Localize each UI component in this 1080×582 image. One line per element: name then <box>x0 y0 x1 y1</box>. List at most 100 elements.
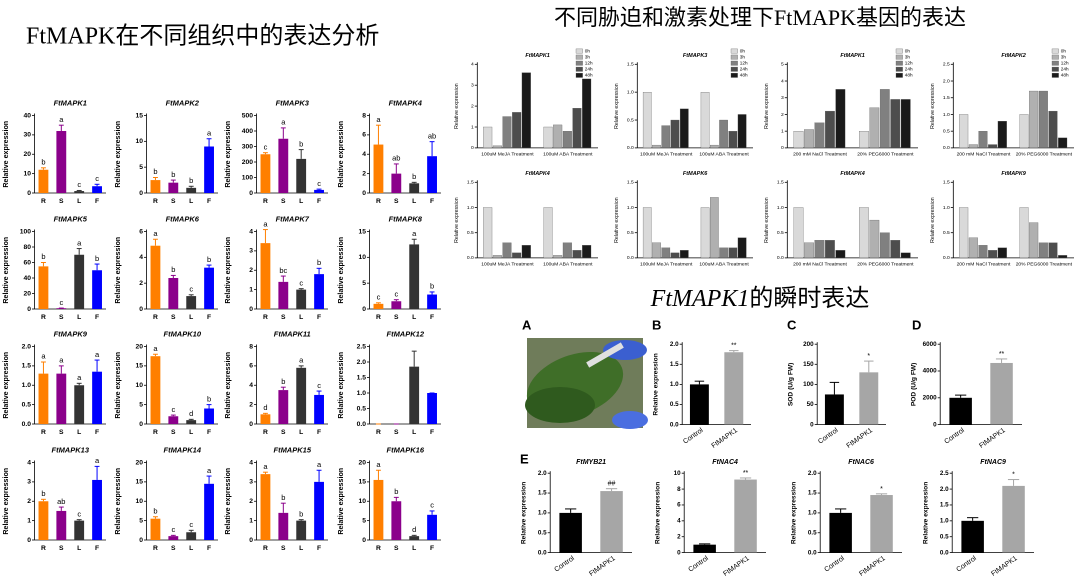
y-axis-label: Relative expression <box>614 197 620 243</box>
legend-swatch <box>730 54 738 60</box>
x-tick-label: R <box>376 314 381 321</box>
heading-rest: 的瞬时表达 <box>749 285 869 312</box>
bar <box>74 191 85 193</box>
chart: FtMAPK1 Relative expression 0 1 2 3 4 5 200 mM N… <box>764 48 918 157</box>
y-axis-label: POD (U/g FW) <box>910 363 917 407</box>
y-tick-label: 0.5 <box>357 405 367 412</box>
x-tick-label: Control <box>817 427 840 446</box>
significance-label: c <box>189 285 193 294</box>
bar <box>793 131 804 149</box>
y-tick-label: 1.5 <box>627 62 634 68</box>
y-tick-label: 4000 <box>923 368 938 375</box>
bar <box>734 479 757 553</box>
bar <box>38 266 49 309</box>
y-tick-label: 0.0 <box>777 255 784 261</box>
chart: FtNAC9 Relative expression 0.0 0.5 1.0 1.5 2.0… <box>922 459 1034 578</box>
y-axis-label: Relative expression <box>2 121 10 188</box>
bar <box>74 385 85 424</box>
bar <box>512 252 522 259</box>
y-tick-label: 4 <box>249 459 253 466</box>
x-tick-label: 20% PEG6000 Treatment <box>857 151 914 157</box>
y-axis-label: Relative expression <box>930 83 936 129</box>
bar <box>1048 110 1058 149</box>
x-tick-label: 20% PEG6000 Treatment <box>1016 261 1073 267</box>
significance-label: a <box>263 462 268 471</box>
y-tick-label: 80 <box>23 244 31 251</box>
significance-label: b <box>299 139 303 148</box>
y-axis-label: Relative expression <box>337 468 345 535</box>
x-tick-label: FtMAPK1 <box>710 427 739 450</box>
significance-label: c <box>317 179 321 188</box>
chart: FtMAPK5 Relative expression 0 20 40 60 80 100 Rb… <box>2 214 106 321</box>
bar <box>56 373 67 424</box>
significance-label: ab <box>392 154 400 163</box>
bar <box>314 189 324 193</box>
significance-label: c <box>189 520 193 529</box>
bar <box>373 303 384 309</box>
bar <box>562 242 572 259</box>
significance-label: * <box>867 353 870 360</box>
x-tick-label: R <box>41 198 46 205</box>
x-tick-label: F <box>207 545 211 552</box>
significance-label: a <box>95 456 100 465</box>
bar <box>562 131 572 149</box>
bar <box>186 532 197 540</box>
x-tick-label: R <box>41 429 46 436</box>
y-tick-label: 2.0 <box>670 341 679 348</box>
y-axis-label: Relative expression <box>337 352 345 419</box>
legend-swatch <box>575 60 583 66</box>
bar <box>835 89 846 149</box>
y-axis-label: Relative expression <box>224 237 232 304</box>
legend-label: 0h <box>740 48 746 53</box>
y-axis-label: Relative expression <box>454 197 460 243</box>
x-tick-label: R <box>41 314 46 321</box>
bar <box>483 207 493 259</box>
bar <box>150 356 161 424</box>
bar <box>56 308 67 309</box>
y-tick-label: 0 <box>810 421 814 428</box>
significance-label: b <box>171 170 175 179</box>
bar <box>719 247 728 259</box>
significance-label: a <box>263 219 268 228</box>
y-tick-label: 2.0 <box>808 470 817 477</box>
chart-title: FtMAPK4 <box>389 98 423 107</box>
chart: FtMAPK13 Relative expression 0 1 2 3 4 Rb Sab Lc F… <box>2 445 106 552</box>
y-tick-label: 2 <box>249 267 253 274</box>
significance-label: a <box>41 352 46 361</box>
bar <box>737 114 747 149</box>
y-tick-label: 8 <box>249 343 253 350</box>
y-tick-label: 6 <box>249 363 253 370</box>
bar <box>204 267 214 309</box>
y-tick-label: 10 <box>674 470 682 477</box>
bar <box>150 180 161 193</box>
y-tick-label: 1.0 <box>538 510 547 517</box>
y-tick-label: 0.0 <box>627 145 634 151</box>
y-tick-label: 0.5 <box>808 529 817 536</box>
y-tick-label: 4 <box>781 78 784 84</box>
y-tick-label: 8 <box>677 486 681 493</box>
y-tick-label: 10 <box>135 498 143 505</box>
bar <box>314 274 324 309</box>
chart-title: FtMAPK3 <box>683 53 707 59</box>
significance-label: c <box>77 509 81 518</box>
x-tick-label: Control <box>682 427 705 446</box>
y-tick-label: 40 <box>23 112 31 119</box>
y-tick-label: 0.5 <box>777 230 784 236</box>
y-axis-label: Relative expression <box>224 468 232 535</box>
y-tick-label: 0 <box>139 190 143 197</box>
x-tick-label: L <box>189 314 193 321</box>
bar <box>391 173 402 193</box>
y-tick-label: 0 <box>139 537 143 544</box>
chart-title: FtMAPK6 <box>166 214 200 223</box>
chart: FtMAPK4 Relative expression 0.0 0.5 1.0 1.5 20… <box>764 171 918 267</box>
x-tick-label: L <box>77 314 81 321</box>
chart: FtMAPK8 Relative expression 0 5 10 15 Rc Sc La Fb <box>337 214 441 321</box>
y-axis-label: Relative expression <box>454 83 460 129</box>
bar <box>670 119 680 149</box>
y-tick-label: 10 <box>135 382 143 389</box>
bar <box>1029 90 1039 149</box>
bar <box>814 240 825 259</box>
significance-label: a <box>59 356 64 365</box>
chart: FtMAPK15 Relative expression 0 1 2 3 4 Ra Sb Lb Fa <box>224 445 328 552</box>
x-tick-label: L <box>77 545 81 552</box>
